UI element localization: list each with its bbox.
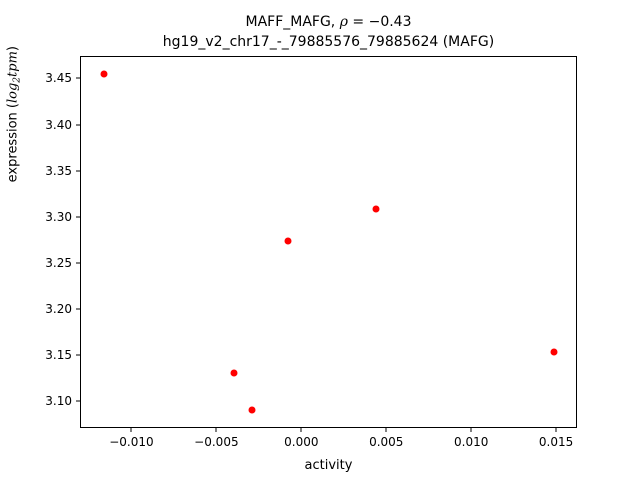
scatter-point — [230, 369, 238, 377]
chart-title: MAFF_MAFG, ρ = −0.43 hg19_v2_chr17_-_798… — [80, 12, 577, 52]
x-tick-mark — [555, 428, 557, 432]
rho-symbol: ρ — [339, 14, 348, 30]
y-tick-mark — [76, 262, 80, 264]
x-tick-mark — [385, 428, 387, 432]
y-tick-mark — [76, 354, 80, 356]
y-tick-label: 3.10 — [45, 393, 72, 408]
x-tick-mark — [300, 428, 302, 432]
title-prefix: MAFF_MAFG, — [245, 14, 340, 30]
x-tick-label: 0.005 — [369, 435, 404, 449]
ylabel-sub: 2 — [12, 76, 23, 83]
x-tick-label: −0.010 — [109, 435, 154, 449]
scatter-point — [372, 205, 380, 213]
scatter-point — [550, 348, 557, 356]
ylabel-prefix: expression ( — [5, 103, 21, 183]
plot-area — [80, 56, 577, 428]
y-tick-mark — [76, 400, 80, 402]
scatter-point — [248, 406, 256, 414]
y-tick-label: 3.40 — [45, 117, 72, 132]
x-tick-mark — [215, 428, 217, 432]
y-tick-label: 3.35 — [45, 163, 72, 178]
y-tick-mark — [76, 170, 80, 172]
y-tick-label: 3.20 — [45, 301, 72, 316]
y-tick-mark — [76, 216, 80, 218]
scatter-point — [284, 237, 292, 245]
title-suffix: = −0.43 — [347, 14, 412, 30]
x-tick-label: −0.005 — [194, 435, 239, 449]
y-tick-mark — [76, 308, 80, 310]
x-tick-label: 0.015 — [538, 435, 574, 449]
y-axis-label: expression (log2tpm) — [6, 46, 23, 182]
ylabel-suffix: ) — [5, 46, 21, 52]
y-tick-label: 3.15 — [45, 347, 72, 362]
ylabel-tpm: tpm — [5, 51, 21, 77]
x-tick-mark — [130, 428, 132, 432]
scatter-point — [100, 70, 107, 78]
x-tick-mark — [470, 428, 472, 432]
chart-title-line2: hg19_v2_chr17_-_79885576_79885624 (MAFG) — [162, 34, 495, 50]
y-tick-label: 3.30 — [45, 209, 72, 224]
y-tick-mark — [76, 124, 80, 126]
x-axis-label: activity — [304, 458, 353, 473]
ylabel-log: log — [5, 82, 21, 104]
y-tick-mark — [76, 77, 80, 79]
x-tick-label: 0.000 — [284, 435, 319, 449]
y-tick-label: 3.25 — [45, 255, 72, 270]
x-tick-label: 0.010 — [453, 435, 489, 449]
y-tick-label: 3.45 — [45, 71, 72, 86]
chart-title-line1: MAFF_MAFG, ρ = −0.43 — [80, 12, 577, 32]
